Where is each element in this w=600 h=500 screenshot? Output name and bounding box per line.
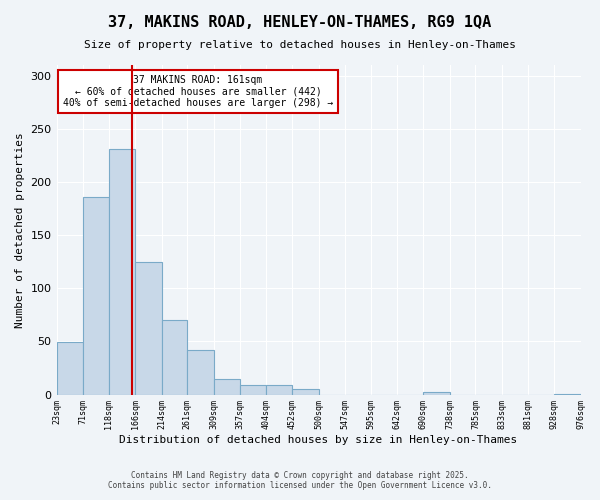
Bar [266, 385, 292, 394]
Y-axis label: Number of detached properties: Number of detached properties [15, 132, 25, 328]
Bar [135, 262, 161, 394]
Bar [56, 342, 83, 394]
Bar [161, 320, 187, 394]
Bar [83, 197, 109, 394]
Text: Size of property relative to detached houses in Henley-on-Thames: Size of property relative to detached ho… [84, 40, 516, 50]
Bar [423, 392, 449, 394]
Bar [109, 149, 135, 394]
Bar [214, 378, 240, 394]
Text: 37, MAKINS ROAD, HENLEY-ON-THAMES, RG9 1QA: 37, MAKINS ROAD, HENLEY-ON-THAMES, RG9 1… [109, 15, 491, 30]
Text: 37 MAKINS ROAD: 161sqm
← 60% of detached houses are smaller (442)
40% of semi-de: 37 MAKINS ROAD: 161sqm ← 60% of detached… [63, 75, 333, 108]
Bar [187, 350, 214, 395]
Bar [240, 385, 266, 394]
X-axis label: Distribution of detached houses by size in Henley-on-Thames: Distribution of detached houses by size … [119, 435, 518, 445]
Text: Contains HM Land Registry data © Crown copyright and database right 2025.
Contai: Contains HM Land Registry data © Crown c… [108, 470, 492, 490]
Bar [292, 390, 319, 394]
